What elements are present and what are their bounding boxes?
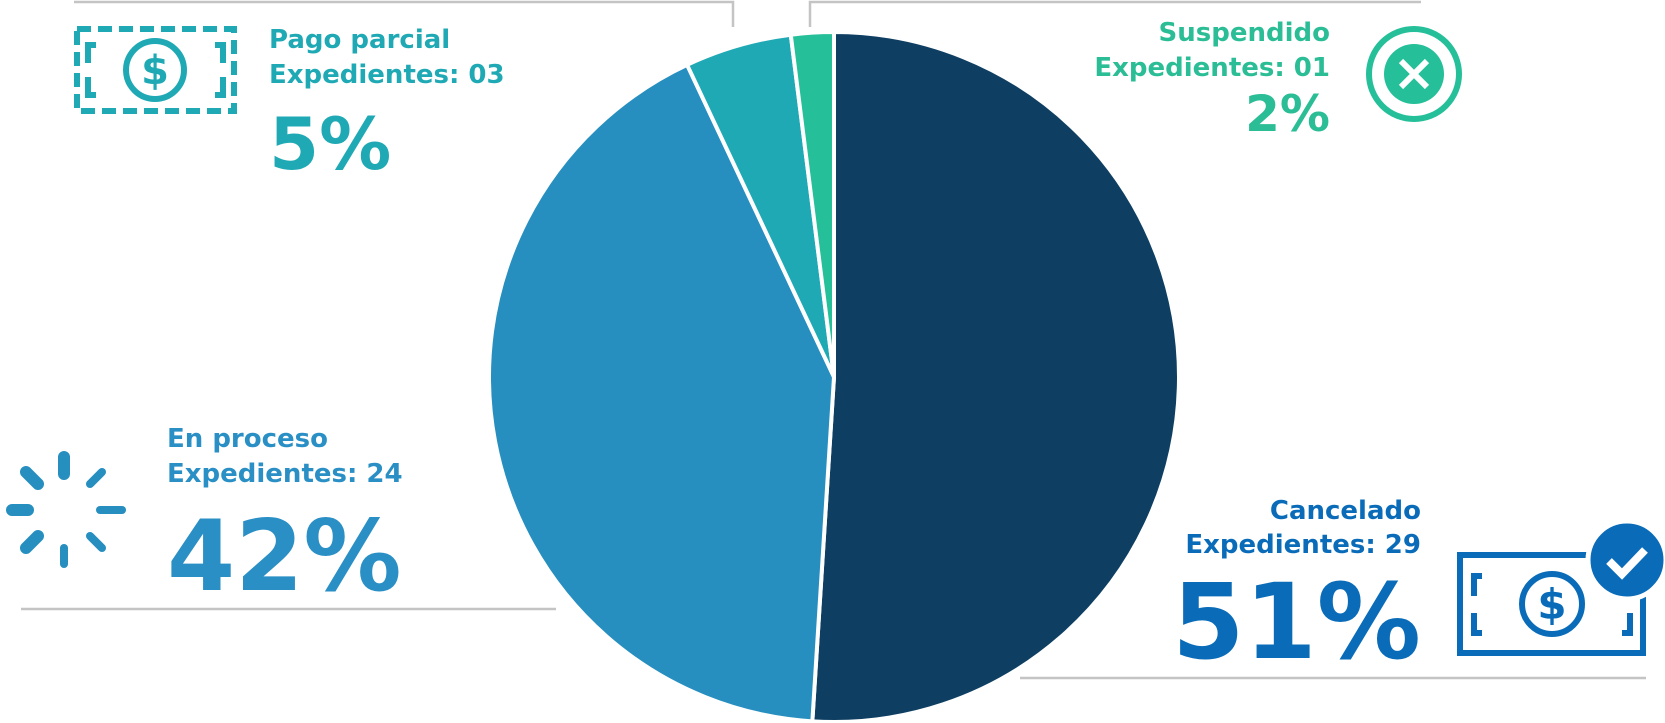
pie-slice — [788, 29, 836, 378]
spinner-icon — [6, 451, 126, 568]
pie — [487, 29, 1181, 723]
count-label: Expedientes: 29 — [1185, 530, 1421, 560]
pie-slice — [487, 62, 837, 723]
connector-line — [808, 0, 1421, 27]
connector-line — [74, 0, 735, 27]
category-label: Pago parcial — [269, 25, 450, 55]
pie-slice — [810, 29, 1181, 723]
count-label: Expedientes: 24 — [167, 459, 403, 489]
category-label: Suspendido — [1159, 18, 1330, 48]
category-label: En proceso — [167, 424, 328, 454]
percent-label: 5% — [269, 102, 391, 186]
percent-label: 2% — [1245, 85, 1330, 143]
count-label: Expedientes: 01 — [1094, 53, 1330, 83]
cancel-icon — [1366, 26, 1462, 122]
percent-label: 51% — [1172, 561, 1421, 683]
bill-icon: $ — [74, 26, 237, 114]
count-label: Expedientes: 03 — [269, 60, 505, 90]
svg-text:$: $ — [141, 48, 169, 94]
percent-label: 42% — [167, 500, 402, 614]
category-label: Cancelado — [1270, 496, 1421, 526]
paid-icon: $ — [1457, 518, 1665, 656]
svg-text:$: $ — [1537, 580, 1566, 629]
